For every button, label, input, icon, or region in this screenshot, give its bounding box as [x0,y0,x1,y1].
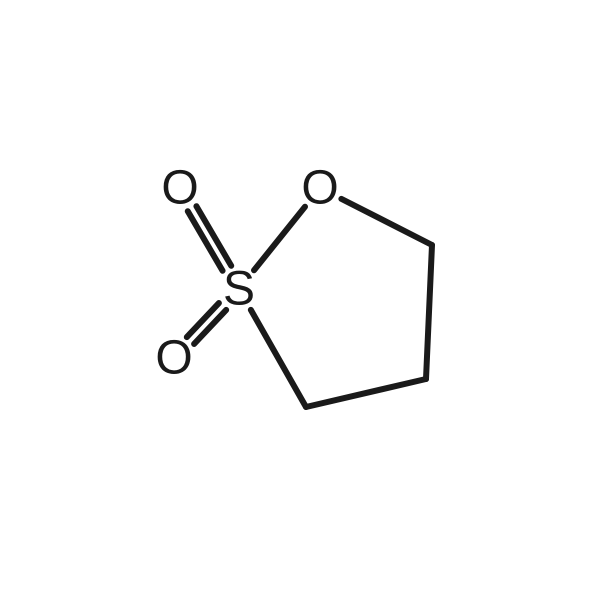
atom-label-O2: O [155,332,192,385]
bond-line [251,310,306,407]
bond-line [254,207,305,271]
atom-label-O1: O [161,162,198,215]
bond-line [426,245,432,379]
atom-label-S: S [223,263,255,316]
bond-line [341,199,432,245]
bond-line [306,379,426,407]
atom-label-O3: O [301,162,338,215]
molecule-diagram: SO O O [0,0,600,600]
